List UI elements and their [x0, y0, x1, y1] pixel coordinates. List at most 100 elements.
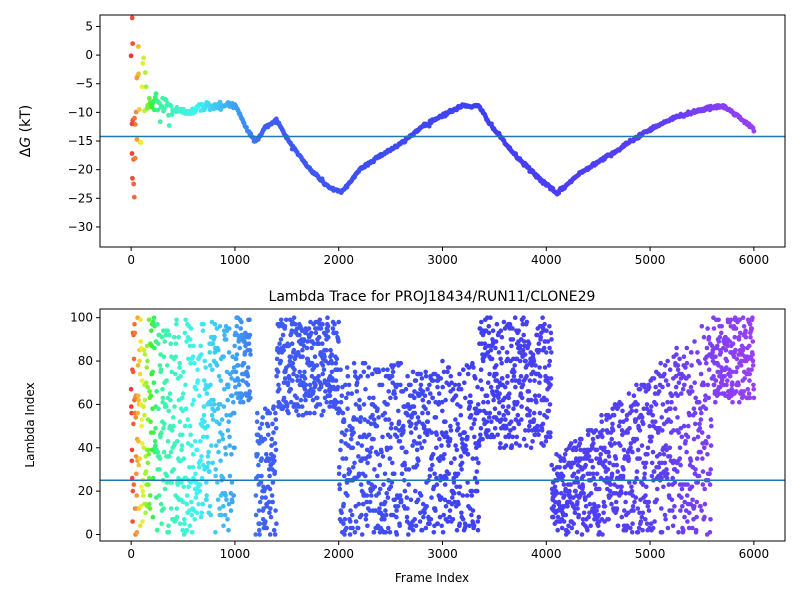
lambda-point [639, 514, 645, 520]
lambda-point [713, 354, 718, 360]
lambda-point [350, 426, 355, 431]
lambda-point [307, 382, 313, 388]
lambda-point [687, 412, 692, 418]
lambda-point [396, 419, 402, 425]
lambda-point [166, 530, 172, 535]
lambda-point [643, 493, 648, 498]
lambda-point [398, 499, 404, 505]
lambda-point [423, 525, 429, 531]
lambda-point [543, 439, 549, 444]
lambda-point [272, 469, 278, 474]
lambda-point [568, 441, 574, 446]
dg-point [161, 106, 167, 112]
lambda-point [267, 510, 272, 516]
lambda-point [419, 445, 425, 451]
lambda-point [235, 363, 241, 368]
lambda-point [566, 523, 571, 529]
lambda-point [198, 343, 203, 349]
lambda-point [269, 436, 275, 442]
lambda-point [544, 415, 550, 420]
lambda-point [159, 334, 165, 340]
lambda-point [615, 469, 620, 474]
lambda-point [398, 382, 403, 388]
lambda-point [679, 486, 685, 492]
dg-point [157, 100, 162, 106]
y-tick-label: −30 [68, 220, 93, 234]
lambda-point [190, 354, 196, 360]
y-tick-label: 20 [78, 484, 93, 498]
lambda-point [386, 417, 392, 422]
lambda-point [577, 441, 583, 446]
lambda-point [718, 350, 724, 355]
lambda-point [486, 324, 492, 329]
lambda-point [189, 499, 194, 505]
lambda-point [221, 354, 226, 360]
lambda-point [719, 330, 724, 336]
lambda-point [621, 419, 626, 425]
lambda-point [193, 386, 199, 392]
lambda-point [685, 434, 691, 440]
lambda-point [272, 441, 278, 446]
lambda-point [745, 386, 751, 392]
lambda-point [377, 486, 383, 492]
lambda-point [204, 480, 209, 485]
lambda-point [222, 512, 228, 518]
lambda-point [420, 397, 426, 403]
lambda-point [460, 517, 466, 522]
lambda-point [207, 504, 213, 509]
lambda-point [520, 382, 526, 388]
lambda-point [468, 393, 473, 399]
lambda-point [695, 480, 701, 485]
lambda-point [288, 386, 294, 392]
lambda-point [135, 363, 141, 368]
lambda-point [232, 410, 237, 416]
lambda-point [656, 465, 662, 470]
lambda-point [320, 371, 326, 377]
lambda-x-ticks: 0 1000 2000 3000 4000 5000 6000 [127, 541, 769, 561]
lambda-point [472, 417, 478, 422]
lambda-point [234, 352, 240, 357]
lambda-point [264, 504, 270, 509]
lambda-point [521, 332, 526, 338]
lambda-point [415, 497, 421, 503]
lambda-point [499, 360, 505, 366]
lambda-point [578, 447, 583, 453]
lambda-point [355, 441, 361, 446]
lambda-point [670, 523, 676, 529]
lambda-point [642, 471, 647, 477]
lambda-point [662, 363, 668, 368]
lambda-point [344, 428, 349, 433]
lambda-point [665, 358, 670, 364]
lambda-point [488, 384, 494, 390]
lambda-point [150, 514, 156, 520]
lambda-point [284, 402, 290, 407]
lambda-point [256, 508, 262, 513]
lambda-point [152, 345, 157, 351]
lambda-point [371, 530, 377, 535]
lambda-point [463, 443, 468, 448]
lambda-point [733, 347, 738, 353]
lambda-point [376, 369, 382, 375]
lambda-point [281, 395, 287, 401]
lambda-point [484, 393, 490, 399]
lambda-point [363, 473, 368, 479]
lambda-point [356, 501, 362, 507]
lambda-point [691, 406, 697, 412]
lambda-point [522, 352, 528, 357]
lambda-point [742, 376, 747, 381]
lambda-point [296, 404, 302, 409]
lambda-point [256, 527, 262, 533]
lambda-point [469, 512, 474, 518]
lambda-point [218, 378, 224, 383]
lambda-point [377, 462, 383, 468]
lambda-point [394, 532, 400, 537]
lambda-point [548, 330, 554, 336]
lambda-point [615, 523, 621, 529]
dg-point [153, 91, 159, 97]
lambda-point [709, 343, 715, 349]
lambda-point [383, 512, 389, 518]
lambda-point [486, 330, 492, 336]
lambda-point [138, 317, 143, 323]
lambda-point [367, 454, 372, 459]
x-tick-label: 6000 [739, 547, 770, 561]
